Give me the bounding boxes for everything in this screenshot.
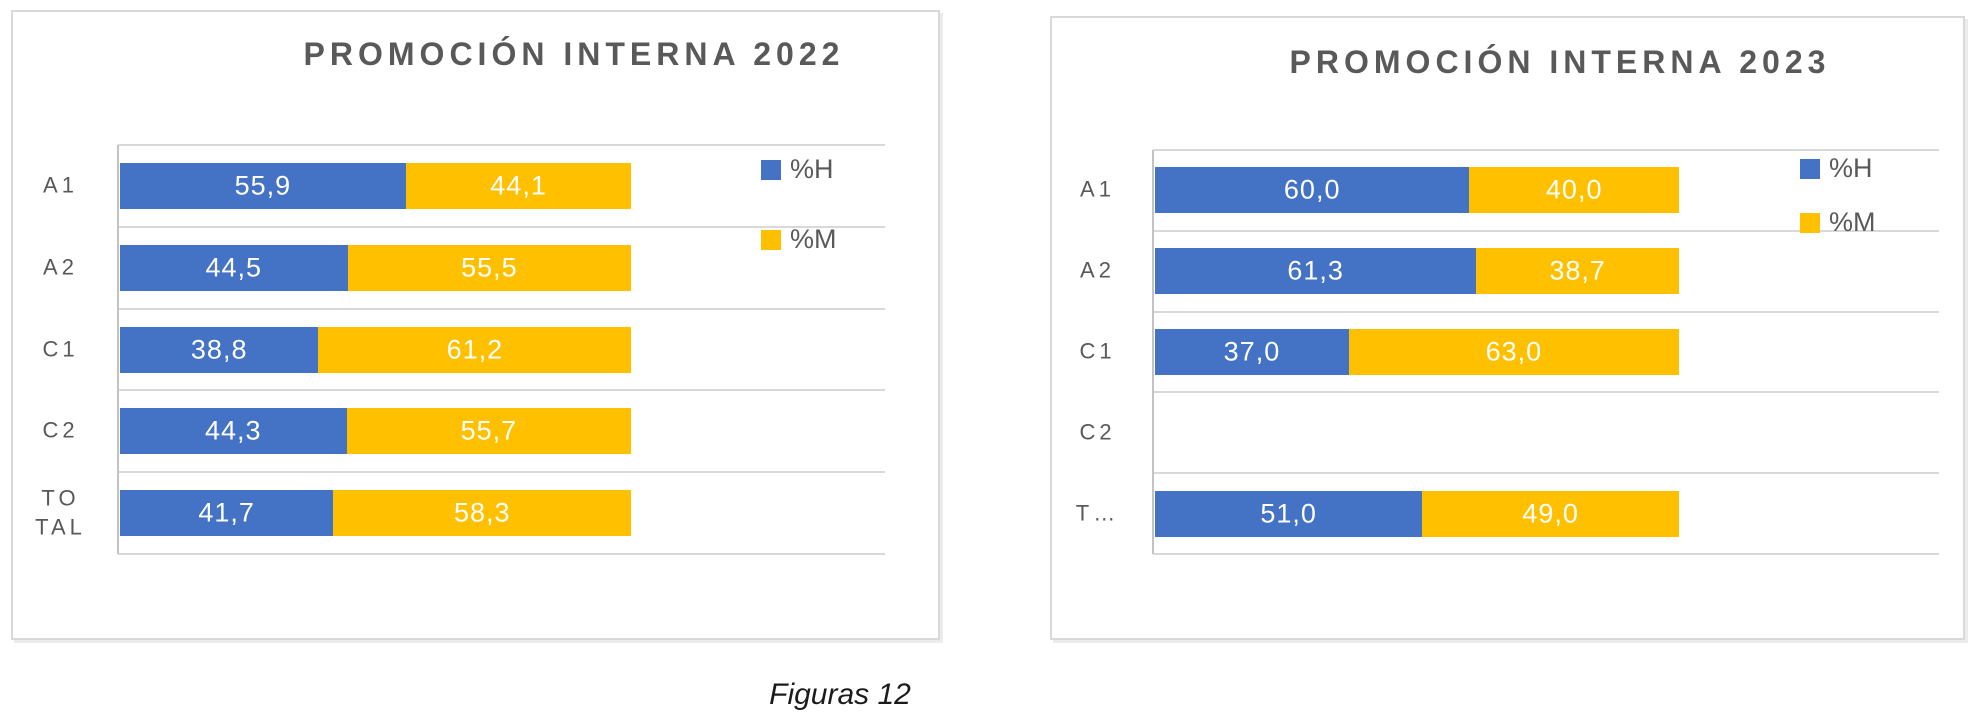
bar-segment-%H: 37,0	[1155, 329, 1349, 375]
bar-value-label: 38,8	[190, 334, 248, 364]
legend-swatch-%H	[761, 159, 781, 180]
bar-segment-%M: 49,0	[1422, 490, 1679, 537]
chart-promocion-interna-2023: PROMOCIÓN INTERNA 2023 60,0 40,0 61,3 38,7 3…	[1050, 16, 1965, 640]
plot-area: 60,0 40,0 61,3 38,7 37,0 63,0 51,0 49,0	[1152, 149, 1939, 555]
bar-value-label: 60,0	[1283, 174, 1341, 205]
category-axis-line	[1152, 150, 1154, 554]
category-label: TO TAL	[35, 485, 86, 540]
legend-label: %H	[790, 154, 834, 184]
gridline	[1153, 230, 1939, 232]
category-label: T…	[1075, 500, 1120, 526]
legend-entry-%H: %H	[761, 156, 834, 183]
category-label: A2	[1080, 257, 1115, 283]
bar-segment-%M: 38,7	[1476, 248, 1679, 295]
bar-value-label: 61,3	[1287, 255, 1344, 286]
bar-value-label: 49,0	[1522, 498, 1579, 529]
bar-value-label: 44,3	[204, 415, 262, 446]
bar-segment-%M: 58,3	[333, 490, 632, 537]
bar-segment-%M: 40,0	[1469, 167, 1679, 214]
legend-swatch-%H	[1800, 158, 1820, 179]
category-label: C2	[1079, 419, 1116, 445]
chart-title-2023: PROMOCIÓN INTERNA 2023	[1289, 44, 1831, 80]
gridline	[118, 226, 885, 228]
bar-value-label: 61,2	[446, 334, 504, 364]
bar-segment-%H: 44,5	[120, 244, 348, 291]
category-label: A1	[43, 172, 78, 198]
gridline	[118, 144, 885, 146]
bar-value-label: 44,1	[490, 170, 547, 201]
bar-segment-%H: 38,8	[120, 326, 319, 373]
category-label: A1	[1080, 177, 1115, 203]
bar-segment-%H: 51,0	[1155, 490, 1423, 537]
bar-value-label: 37,0	[1223, 336, 1281, 367]
gridline	[1153, 553, 1939, 555]
figure-caption: Figuras 12	[769, 678, 911, 711]
bar-segment-%H: 55,9	[120, 162, 406, 209]
gridline	[118, 308, 885, 310]
gridline	[1153, 311, 1939, 313]
bar-segment-%M: 55,5	[347, 244, 632, 291]
legend-swatch-%M	[1800, 212, 1820, 233]
bar-segment-%H: 44,3	[120, 408, 347, 455]
category-axis-line	[117, 145, 119, 554]
category-label: A2	[43, 254, 78, 280]
bar-value-label: 51,0	[1260, 498, 1317, 529]
gridline	[118, 389, 885, 391]
plot-area: 55,9 44,1 44,5 55,5 38,8 61,2 44,3 55,7 41,7 58,3	[117, 144, 885, 555]
bar-segment-%H: 61,3	[1155, 248, 1477, 295]
category-label: C2	[42, 418, 79, 443]
gridline	[1153, 391, 1939, 393]
legend-entry-%M: %M	[761, 226, 837, 253]
category-label: C1	[1079, 338, 1116, 364]
bar-value-label: 40,0	[1545, 174, 1603, 205]
bar-segment-%H: 60,0	[1155, 167, 1470, 214]
bar-value-label: 55,5	[461, 252, 518, 283]
bar-segment-%M: 55,7	[346, 408, 632, 455]
category-label: C1	[42, 336, 79, 362]
bar-segment-%M: 63,0	[1348, 329, 1679, 375]
bar-value-label: 44,5	[205, 252, 263, 283]
bar-segment-%M: 44,1	[405, 162, 632, 209]
legend-label: %M	[790, 224, 837, 254]
chart-promocion-interna-2022: PROMOCIÓN INTERNA 2022 55,9 44,1 44,5 55,5 3…	[11, 10, 940, 640]
legend-label: %H	[1829, 153, 1873, 183]
legend-entry-%H: %H	[1800, 155, 1873, 182]
legend-swatch-%M	[761, 229, 781, 250]
gridline	[118, 471, 885, 473]
legend-entry-%M: %M	[1800, 209, 1876, 236]
chart-title-2022: PROMOCIÓN INTERNA 2022	[303, 36, 845, 72]
legend-label: %M	[1829, 207, 1876, 237]
bar-value-label: 63,0	[1485, 336, 1543, 367]
gridline	[1153, 149, 1939, 151]
bar-value-label: 41,7	[198, 497, 255, 528]
gridline	[118, 553, 885, 555]
bar-value-label: 38,7	[1549, 255, 1606, 286]
bar-value-label: 58,3	[453, 497, 511, 528]
bar-segment-%M: 61,2	[318, 326, 632, 373]
bar-segment-%H: 41,7	[120, 490, 334, 537]
gridline	[1153, 472, 1939, 474]
bar-value-label: 55,9	[234, 170, 292, 201]
bar-value-label: 55,7	[460, 415, 518, 446]
